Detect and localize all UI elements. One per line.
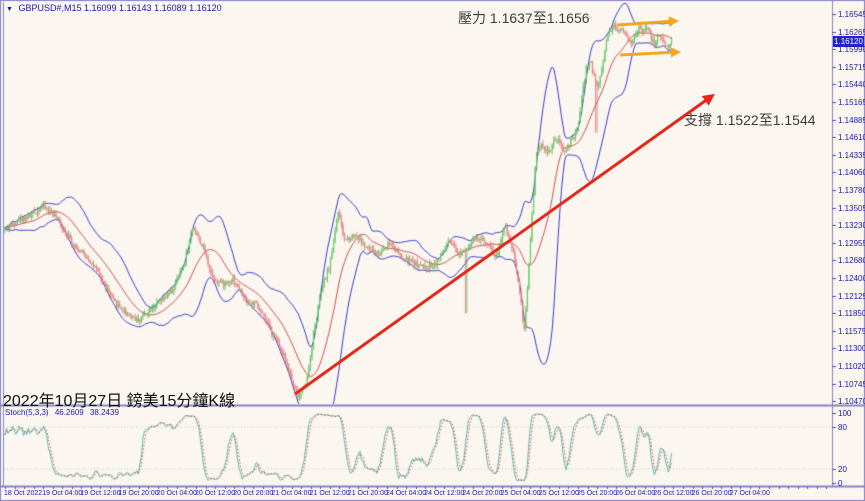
symbol-dropdown-icon[interactable]: ▼ [6, 6, 13, 13]
price-tick-label: 1.10745 [838, 379, 865, 389]
time-tick-label: 24 Oct 04:00 [386, 490, 427, 497]
price-tick-label: 1.15715 [838, 62, 865, 72]
time-tick-label: 24 Oct 20:00 [462, 490, 503, 497]
time-tick-label: 27 Oct 04:00 [729, 490, 770, 497]
time-tick-label: 26 Oct 20:00 [691, 490, 732, 497]
price-tick-label: 1.12125 [838, 291, 865, 301]
stochastic-main-value: 46.2609 [54, 408, 84, 417]
price-tick-label: 1.10470 [838, 397, 865, 407]
time-tick-label: 20 Oct 20:00 [233, 490, 274, 497]
stochastic-level-label: 80 [838, 423, 847, 432]
stochastic-level-label: 20 [838, 465, 847, 474]
time-tick-label: 26 Oct 04:00 [615, 490, 656, 497]
time-tick-label: 19 Oct 04:00 [42, 490, 83, 497]
current-price-badge: 1.16120 [833, 35, 864, 47]
time-tick-label: 25 Oct 04:00 [500, 490, 541, 497]
price-tick-label: 1.12955 [838, 238, 865, 248]
stochastic-level-label: 100 [838, 409, 852, 418]
price-tick-label: 1.14610 [838, 133, 865, 143]
price-tick-label: 1.13230 [838, 221, 865, 231]
stochastic-name: Stoch(5,3,3) [5, 408, 49, 417]
time-tick-label: 19 Oct 12:00 [80, 490, 121, 497]
price-tick-label: 1.15165 [838, 97, 865, 107]
price-tick-label: 1.12680 [838, 256, 865, 266]
price-tick-label: 1.15990 [838, 45, 865, 55]
time-tick-label: 25 Oct 20:00 [577, 490, 618, 497]
price-tick-label: 1.11850 [838, 309, 865, 319]
price-tick-label: 1.14335 [838, 150, 865, 160]
price-tick-label: 1.13780 [838, 186, 865, 196]
stochastic-label: Stoch(5,3,3) 46.2609 38.2439 [5, 408, 123, 417]
date-annotation[interactable]: 2022年10月27日 鎊美15分鐘K線 [3, 393, 236, 410]
time-tick-label: 24 Oct 12:00 [424, 490, 465, 497]
chart-title-quotes: 1.16099 1.16143 1.16089 1.16120 [84, 3, 222, 13]
time-tick-label: 25 Oct 12:00 [538, 490, 579, 497]
time-tick-label: 26 Oct 12:00 [653, 490, 694, 497]
time-tick-label: 20 Oct 04:00 [156, 490, 197, 497]
stochastic-signal-value: 38.2439 [89, 408, 119, 417]
price-tick-label: 1.14060 [838, 168, 865, 178]
resistance-annotation[interactable]: 壓力 1.1637至1.1656 [458, 10, 590, 26]
price-tick-label: 1.14885 [838, 115, 865, 125]
price-tick-label: 1.11020 [838, 362, 865, 372]
price-tick-label: 1.11575 [838, 326, 865, 336]
price-tick-label: 1.16265 [838, 27, 865, 37]
price-tick-label: 1.12400 [838, 274, 865, 284]
price-tick-label: 1.13505 [838, 203, 865, 213]
time-tick-label: 18 Oct 2022 [4, 490, 43, 497]
price-tick-label: 1.11300 [838, 344, 865, 354]
price-tick-label: 1.16545 [838, 9, 865, 19]
time-tick-label: 21 Oct 12:00 [309, 490, 350, 497]
time-tick-label: 19 Oct 20:00 [118, 490, 159, 497]
support-annotation[interactable]: 支撐 1.1522至1.1544 [684, 112, 816, 128]
chart-title-symbol: GBPUSD#,M15 [18, 3, 82, 13]
stochastic-level-label: 0 [838, 479, 843, 488]
time-tick-label: 20 Oct 12:00 [195, 490, 236, 497]
time-tick-label: 21 Oct 04:00 [271, 490, 312, 497]
price-tick-label: 1.15440 [838, 80, 865, 90]
time-tick-label: 21 Oct 20:00 [347, 490, 388, 497]
chart-title: ▼ GBPUSD#,M15 1.16099 1.16143 1.16089 1.… [6, 3, 222, 13]
